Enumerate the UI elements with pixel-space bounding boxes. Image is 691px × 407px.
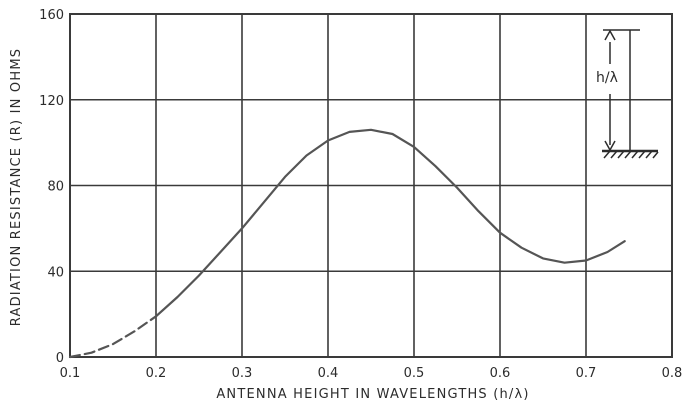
tick-labels: 0.1 0.2 0.3 0.4 0.5 0.6 0.7 0.8 0 40 80 120 160 xyxy=(39,8,682,381)
series-line-dashed xyxy=(68,315,158,359)
grid xyxy=(69,13,673,358)
x-tick-label-5: 0.6 xyxy=(490,366,511,381)
series-curve xyxy=(68,128,626,359)
inset-diagram: h/λ xyxy=(596,29,659,159)
x-tick-label-0: 0.1 xyxy=(60,366,81,381)
inset-ground-hatch xyxy=(603,150,659,159)
x-tick-label-1: 0.2 xyxy=(146,366,167,381)
x-tick-label-2: 0.3 xyxy=(232,366,253,381)
series-line-solid xyxy=(154,128,626,318)
plot-frame xyxy=(69,13,673,358)
y-tick-label-4: 160 xyxy=(39,8,64,23)
y-tick-label-1: 40 xyxy=(47,265,64,280)
y-axis-title: RADIATION RESISTANCE (R) IN OHMS xyxy=(9,48,24,326)
y-tick-label-2: 80 xyxy=(47,180,64,195)
x-tick-label-6: 0.7 xyxy=(576,366,597,381)
x-axis-title: ANTENNA HEIGHT IN WAVELENGTHS (h/λ) xyxy=(216,387,529,402)
inset-label: h/λ xyxy=(596,70,618,86)
inset-arrowhead-up xyxy=(604,29,616,41)
y-tick-label-3: 120 xyxy=(39,94,64,109)
x-tick-label-4: 0.5 xyxy=(404,366,425,381)
x-tick-label-3: 0.4 xyxy=(318,366,339,381)
x-tick-label-7: 0.8 xyxy=(662,366,683,381)
y-tick-label-0: 0 xyxy=(56,351,64,366)
